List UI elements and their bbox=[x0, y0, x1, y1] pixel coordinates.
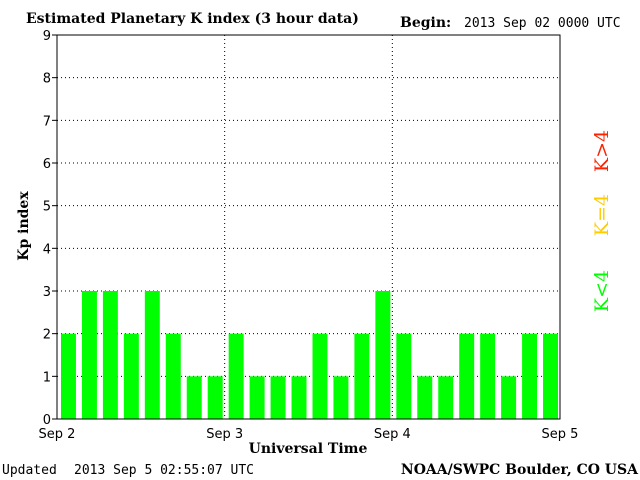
kp-bar bbox=[165, 333, 181, 419]
y-tick-label: 4 bbox=[43, 242, 51, 257]
y-tick-label: 3 bbox=[43, 285, 51, 300]
kp-bar bbox=[438, 376, 454, 419]
x-tick-label: Sep 3 bbox=[206, 427, 243, 442]
kp-bar bbox=[102, 291, 118, 419]
kp-bar bbox=[144, 291, 160, 419]
kp-bar bbox=[522, 333, 538, 419]
y-tick-label: 5 bbox=[43, 200, 51, 215]
y-tick-label: 0 bbox=[43, 413, 51, 428]
kp-bar bbox=[396, 333, 412, 419]
updated-label: Updated bbox=[2, 463, 57, 478]
x-tick-label: Sep 4 bbox=[374, 427, 411, 442]
kp-bar bbox=[291, 376, 307, 419]
updated-value: 2013 Sep 5 02:55:07 UTC bbox=[74, 463, 254, 478]
kp-bar bbox=[249, 376, 265, 419]
grid-lines bbox=[57, 35, 560, 419]
y-tick-label: 9 bbox=[43, 29, 51, 44]
y-tick-label: 7 bbox=[43, 114, 51, 129]
x-axis-label: Universal Time bbox=[249, 441, 368, 457]
begin-label: Begin: bbox=[400, 15, 451, 31]
kp-bar bbox=[81, 291, 97, 419]
y-tick-label: 1 bbox=[43, 370, 51, 385]
x-tick-label: Sep 5 bbox=[542, 427, 579, 442]
kp-bar bbox=[123, 333, 139, 419]
source-credit: NOAA/SWPC Boulder, CO USA bbox=[401, 462, 639, 478]
y-tick-labels: 0 1 2 3 4 5 6 7 8 9 bbox=[43, 29, 51, 428]
plot-frame bbox=[52, 34, 561, 420]
y-tick-label: 6 bbox=[43, 157, 51, 172]
chart-title: Estimated Planetary K index (3 hour data… bbox=[26, 11, 359, 27]
legend-low: K<4 bbox=[591, 270, 613, 312]
kp-bars bbox=[61, 291, 558, 419]
y-tick-label: 2 bbox=[43, 328, 51, 343]
kp-bar bbox=[543, 333, 558, 419]
kp-bar bbox=[333, 376, 349, 419]
kp-bar bbox=[354, 333, 370, 419]
legend-high: K>4 bbox=[591, 130, 613, 172]
kp-bar bbox=[417, 376, 433, 419]
kp-bar bbox=[501, 376, 517, 419]
kp-bar bbox=[312, 333, 328, 419]
kp-bar bbox=[207, 376, 223, 419]
kp-bar bbox=[480, 333, 496, 419]
kp-bar bbox=[61, 333, 76, 419]
begin-value: 2013 Sep 02 0000 UTC bbox=[464, 16, 621, 31]
kp-bar bbox=[375, 291, 391, 419]
x-tick-label: Sep 2 bbox=[39, 427, 76, 442]
kp-bar bbox=[228, 333, 244, 419]
y-tick-label: 8 bbox=[43, 72, 51, 87]
kp-bar bbox=[270, 376, 286, 419]
legend-equal: K=4 bbox=[591, 194, 613, 236]
kp-bar bbox=[186, 376, 202, 419]
plot-border bbox=[56, 34, 561, 420]
y-axis-label: Kp index bbox=[16, 191, 32, 261]
x-tick-labels: Sep 2 Sep 3 Sep 4 Sep 5 bbox=[39, 427, 579, 442]
kp-bar bbox=[459, 333, 475, 419]
